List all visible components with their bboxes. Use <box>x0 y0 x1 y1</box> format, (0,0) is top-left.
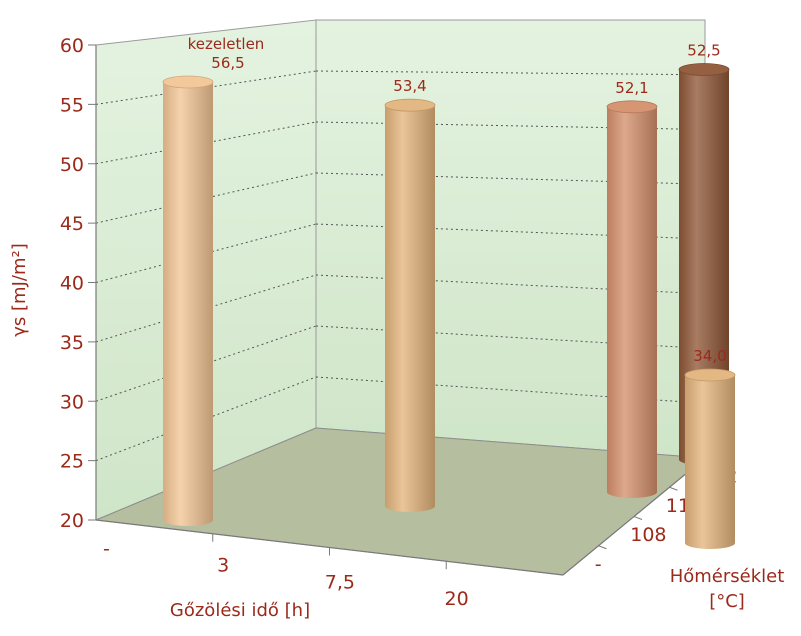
data-label: 52,5 <box>687 42 720 60</box>
x-category-label: 7,5 <box>325 571 355 593</box>
y-tick-label: 40 <box>60 273 84 295</box>
z-axis-title-unit: [°C] <box>709 591 745 612</box>
y-tick-label: 50 <box>60 154 84 176</box>
cylinder-body <box>385 105 435 512</box>
y-tick-label: 60 <box>60 35 84 57</box>
cylinder-bar <box>384 98 436 512</box>
z-tick-mark <box>633 516 643 520</box>
cylinder-bar <box>162 75 214 526</box>
cylinder-body <box>607 106 657 499</box>
y-tick-label: 30 <box>60 391 84 413</box>
cylinder-top <box>384 98 436 112</box>
y-tick-label: 55 <box>60 94 84 116</box>
x-category-label: 3 <box>217 555 229 577</box>
cylinder-body <box>685 375 735 549</box>
x-category-label: - <box>103 538 110 560</box>
y-tick-label: 45 <box>60 213 84 235</box>
data-label: 52,1 <box>615 79 648 97</box>
data-label: 53,4 <box>393 77 426 95</box>
y-tick-label: 35 <box>60 332 84 354</box>
z-axis-title: Hőmérséklet <box>670 566 785 587</box>
z-category-label: 108 <box>630 524 666 546</box>
x-axis-title: Gőzölési idő [h] <box>170 600 310 621</box>
z-tick-mark <box>598 545 607 550</box>
cylinder-bar <box>678 63 730 466</box>
cylinder-bar <box>684 368 736 549</box>
cylinder-top <box>684 368 736 382</box>
x-category-label: 20 <box>445 588 469 610</box>
cylinder-top <box>606 100 658 114</box>
annotation-untreated: kezeletlen <box>188 35 265 53</box>
y-axis-title: γs [mJ/m²] <box>9 243 30 336</box>
x-axis-categories: - 3 7,5 20 <box>103 533 469 610</box>
cylinder-top <box>678 63 730 76</box>
data-label: 56,5 <box>211 54 244 72</box>
cylinder-body <box>163 82 213 526</box>
y-axis-ticks: 20 25 30 35 40 45 50 55 60 <box>60 35 96 532</box>
y-tick-label: 20 <box>60 510 84 532</box>
cylinder-body <box>679 69 729 466</box>
cylinder-top <box>162 75 214 89</box>
cylinder-bar <box>606 100 658 499</box>
z-tick-mark <box>669 486 678 491</box>
gridline <box>95 274 317 343</box>
y-tick-label: 25 <box>60 451 84 473</box>
z-category-label: - <box>595 553 602 575</box>
gridline <box>95 376 317 462</box>
data-label: 34,0 <box>693 347 726 365</box>
